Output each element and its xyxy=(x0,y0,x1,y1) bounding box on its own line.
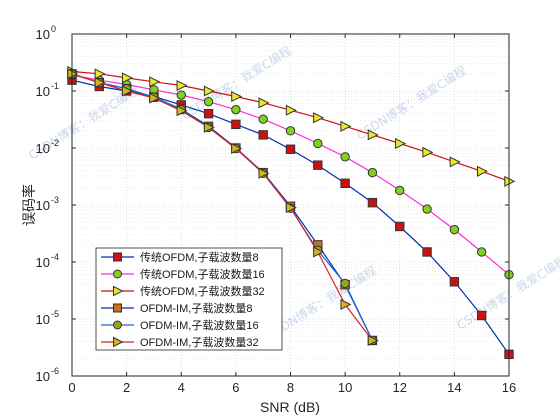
data-point xyxy=(149,76,161,88)
data-point xyxy=(367,167,378,178)
data-point xyxy=(231,142,243,155)
y-tick-label: 10 xyxy=(36,312,50,327)
data-point xyxy=(367,334,379,346)
x-tick-label: 14 xyxy=(447,380,461,395)
data-point xyxy=(340,152,350,162)
data-point xyxy=(340,298,352,310)
series xyxy=(67,65,516,187)
x-axis-label: SNR (dB) xyxy=(260,399,320,415)
data-point xyxy=(176,79,188,91)
data-point xyxy=(113,252,122,262)
x-tick-label: 4 xyxy=(178,380,185,395)
y-tick-exponent: -5 xyxy=(51,309,59,319)
data-point xyxy=(285,126,296,136)
data-point xyxy=(258,114,268,124)
data-point xyxy=(176,90,186,100)
data-point xyxy=(313,138,323,149)
data-point xyxy=(422,146,434,158)
legend-label: OFDM-IM,子载波数量8 xyxy=(140,302,252,315)
data-point xyxy=(231,104,241,115)
x-tick-label: 12 xyxy=(393,380,407,395)
x-tick-label: 0 xyxy=(68,380,75,395)
data-point xyxy=(113,303,122,313)
y-axis-label: 误码率 xyxy=(21,184,37,226)
data-point xyxy=(367,197,378,208)
y-tick-exponent: -2 xyxy=(51,138,59,148)
data-point xyxy=(94,68,106,80)
y-tick-label: 10 xyxy=(36,27,50,42)
data-point xyxy=(176,105,188,117)
data-point xyxy=(203,108,214,119)
data-point xyxy=(449,224,460,235)
legend-item: OFDM-IM,子载波数量16 xyxy=(101,319,259,332)
legend-item: OFDM-IM,子载波数量32 xyxy=(101,336,259,349)
y-tick-label: 10 xyxy=(36,141,50,156)
data-point xyxy=(258,130,268,140)
y-tick-exponent: -4 xyxy=(51,252,59,262)
data-point xyxy=(313,160,323,170)
data-point xyxy=(449,156,461,168)
legend: 传统OFDM,子载波数量8 传统OFDM,子载波数量16 传统OFDM,子载波数量3… xyxy=(95,247,283,351)
data-point xyxy=(149,92,161,104)
data-point xyxy=(340,120,352,132)
x-tick-label: 8 xyxy=(287,380,294,395)
data-point xyxy=(340,178,350,189)
data-point xyxy=(121,72,133,84)
y-tick-exponent: -6 xyxy=(51,366,59,376)
x-tick-label: 16 xyxy=(502,380,516,395)
data-point xyxy=(258,97,270,109)
y-tick-label: 10 xyxy=(36,198,50,213)
data-point xyxy=(449,277,460,287)
data-point xyxy=(203,96,214,107)
data-point xyxy=(476,165,489,177)
legend-item: 传统OFDM,子载波数量32 xyxy=(101,285,265,298)
y-tick-label: 10 xyxy=(36,369,50,384)
x-tick-label: 10 xyxy=(338,380,352,395)
y-tick-exponent: 0 xyxy=(51,24,56,34)
data-point xyxy=(203,121,215,133)
data-point xyxy=(395,137,407,149)
data-point xyxy=(113,269,122,279)
legend-label: 传统OFDM,子载波数量8 xyxy=(140,251,259,264)
legend-label: OFDM-IM,子载波数量16 xyxy=(140,319,259,332)
legend-item: OFDM-IM,子载波数量8 xyxy=(101,302,252,315)
data-point xyxy=(422,204,432,214)
y-tick-label: 10 xyxy=(36,84,50,99)
data-point xyxy=(285,144,296,154)
data-point xyxy=(476,310,487,321)
data-point xyxy=(113,320,122,330)
data-point xyxy=(203,85,215,97)
data-point xyxy=(367,129,379,141)
x-tick-label: 6 xyxy=(232,380,239,395)
data-point xyxy=(113,285,124,297)
data-point xyxy=(94,77,106,89)
legend-item: 传统OFDM,子载波数量16 xyxy=(101,268,265,281)
data-point xyxy=(313,246,325,258)
legend-box xyxy=(95,247,283,351)
data-point xyxy=(395,221,405,232)
data-point xyxy=(285,104,297,116)
data-point xyxy=(121,85,133,97)
legend-label: 传统OFDM,子载波数量16 xyxy=(140,268,265,281)
data-point xyxy=(476,247,487,257)
x-tick-label: 2 xyxy=(123,380,130,395)
data-point xyxy=(231,119,241,130)
legend-label: 传统OFDM,子载波数量32 xyxy=(140,285,265,298)
y-tick-exponent: -3 xyxy=(51,195,59,205)
data-point xyxy=(313,112,325,124)
legend-item: 传统OFDM,子载波数量8 xyxy=(101,251,259,264)
data-point xyxy=(340,278,350,289)
legend-label: OFDM-IM,子载波数量32 xyxy=(140,336,259,349)
data-point xyxy=(231,91,243,103)
data-point xyxy=(285,202,297,214)
y-tick-exponent: -1 xyxy=(51,81,59,91)
data-point xyxy=(113,336,124,348)
data-point xyxy=(395,185,405,196)
data-point xyxy=(422,247,432,257)
y-tick-label: 10 xyxy=(36,255,50,270)
data-point xyxy=(258,167,270,179)
